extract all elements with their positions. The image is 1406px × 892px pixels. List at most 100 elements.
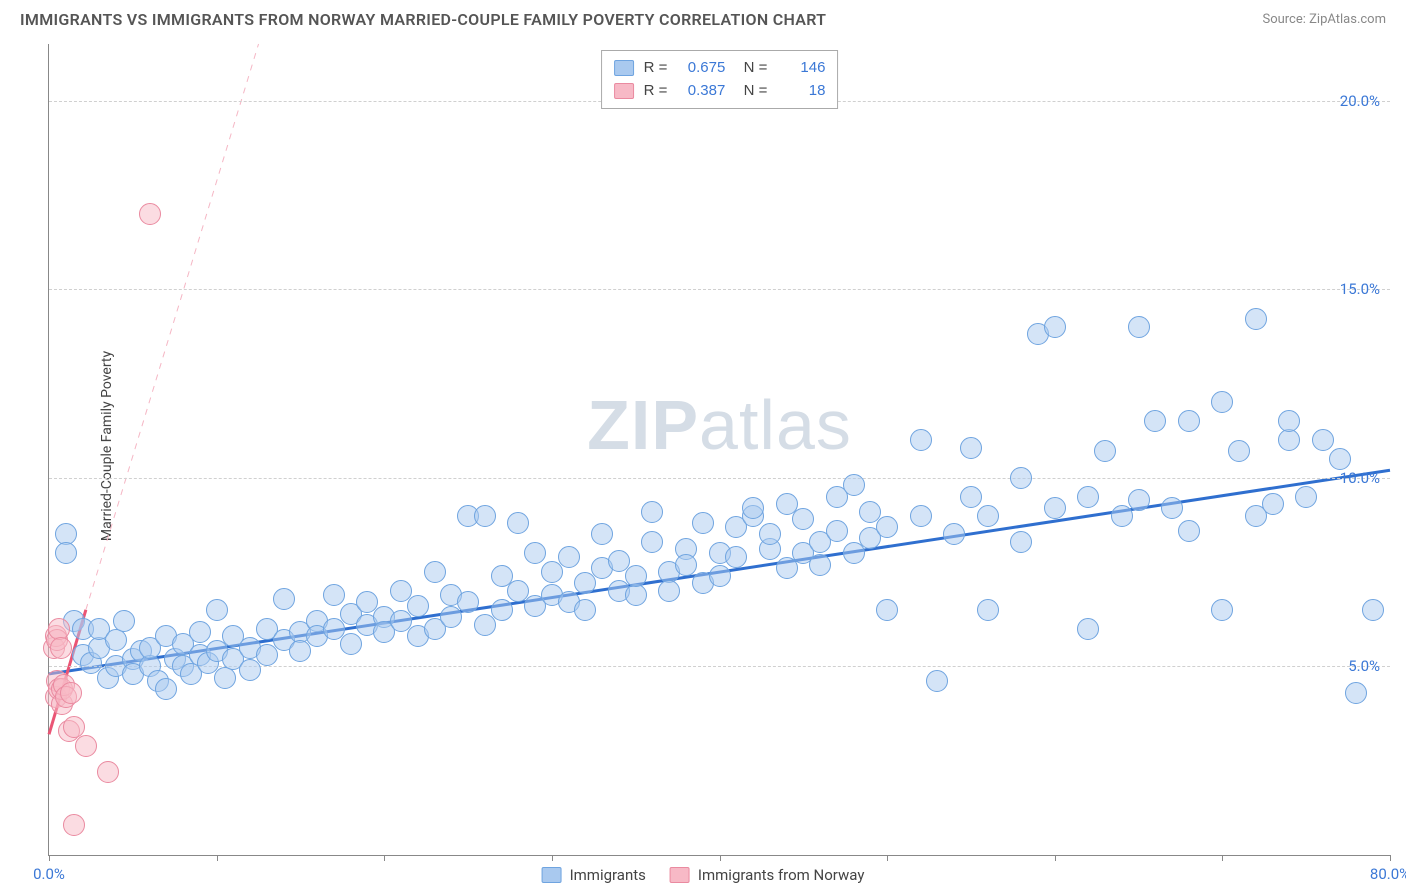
data-point <box>1010 467 1032 489</box>
data-point <box>960 437 982 459</box>
data-point <box>1228 440 1250 462</box>
data-point <box>960 486 982 508</box>
data-point <box>692 512 714 534</box>
chart-header: IMMIGRANTS VS IMMIGRANTS FROM NORWAY MAR… <box>0 0 1406 37</box>
legend-swatch <box>614 83 634 99</box>
data-point <box>641 531 663 553</box>
data-point <box>641 501 663 523</box>
data-point <box>1077 618 1099 640</box>
data-point <box>742 497 764 519</box>
data-point <box>1178 520 1200 542</box>
data-point <box>474 505 496 527</box>
x-tick-label: 80.0% <box>1370 865 1406 883</box>
chart-title: IMMIGRANTS VS IMMIGRANTS FROM NORWAY MAR… <box>20 10 826 29</box>
data-point <box>1144 410 1166 432</box>
x-tick-label: 0.0% <box>33 865 65 883</box>
data-point <box>75 735 97 757</box>
data-point <box>709 565 731 587</box>
legend-swatch <box>614 60 634 76</box>
x-tick <box>887 855 888 861</box>
data-point <box>826 520 848 542</box>
data-point <box>524 542 546 564</box>
source-attribution: Source: ZipAtlas.com <box>1262 12 1386 27</box>
gridline <box>49 289 1390 290</box>
data-point <box>206 599 228 621</box>
data-point <box>55 542 77 564</box>
data-point <box>574 599 596 621</box>
data-point <box>60 682 82 704</box>
data-point <box>1329 448 1351 470</box>
legend-swatch <box>670 867 690 883</box>
legend-n-label: N = <box>735 80 767 103</box>
data-point <box>1178 410 1200 432</box>
y-tick-label: 5.0% <box>1348 657 1380 675</box>
data-point <box>1128 489 1150 511</box>
scatter-plot-area: ZIPatlas R = 0.675 N = 146 R = 0.387 N = 18 5… <box>48 44 1390 856</box>
data-point <box>1362 599 1384 621</box>
data-point <box>105 629 127 651</box>
data-point <box>63 814 85 836</box>
data-point <box>1295 486 1317 508</box>
data-point <box>1312 429 1334 451</box>
data-point <box>943 523 965 545</box>
x-tick <box>720 855 721 861</box>
data-point <box>1044 497 1066 519</box>
data-point <box>1211 599 1233 621</box>
legend-label: Immigrants <box>570 866 646 884</box>
legend-row: R = 0.387 N = 18 <box>614 80 826 103</box>
y-tick-label: 10.0% <box>1340 469 1380 487</box>
data-point <box>977 599 999 621</box>
legend-r-value: 0.675 <box>677 57 725 80</box>
data-point <box>1161 497 1183 519</box>
data-point <box>1211 391 1233 413</box>
series-legend: Immigrants Immigrants from Norway <box>542 866 865 884</box>
data-point <box>214 667 236 689</box>
data-point <box>1245 308 1267 330</box>
data-point <box>558 546 580 568</box>
data-point <box>1262 493 1284 515</box>
legend-r-label: R = <box>644 80 668 103</box>
legend-n-value: 18 <box>777 80 825 103</box>
data-point <box>1044 316 1066 338</box>
watermark: ZIPatlas <box>587 385 852 465</box>
trend-lines-layer <box>49 44 1390 855</box>
data-point <box>507 512 529 534</box>
legend-n-label: N = <box>735 57 767 80</box>
data-point <box>675 554 697 576</box>
x-tick <box>384 855 385 861</box>
data-point <box>189 621 211 643</box>
gridline <box>49 478 1390 479</box>
data-point <box>625 584 647 606</box>
data-point <box>139 203 161 225</box>
data-point <box>1128 316 1150 338</box>
data-point <box>843 474 865 496</box>
data-point <box>591 523 613 545</box>
x-tick <box>1222 855 1223 861</box>
data-point <box>340 633 362 655</box>
data-point <box>1077 486 1099 508</box>
data-point <box>1278 429 1300 451</box>
correlation-legend: R = 0.675 N = 146 R = 0.387 N = 18 <box>601 50 839 109</box>
data-point <box>809 554 831 576</box>
data-point <box>910 429 932 451</box>
data-point <box>876 516 898 538</box>
data-point <box>155 678 177 700</box>
legend-r-value: 0.387 <box>677 80 725 103</box>
data-point <box>1094 440 1116 462</box>
legend-r-label: R = <box>644 57 668 80</box>
x-tick <box>217 855 218 861</box>
data-point <box>491 599 513 621</box>
data-point <box>926 670 948 692</box>
data-point <box>625 565 647 587</box>
legend-n-value: 146 <box>777 57 825 80</box>
data-point <box>1010 531 1032 553</box>
trend-line <box>86 44 259 610</box>
x-tick <box>552 855 553 861</box>
data-point <box>273 588 295 610</box>
y-tick-label: 20.0% <box>1340 92 1380 110</box>
legend-row: R = 0.675 N = 146 <box>614 57 826 80</box>
data-point <box>658 580 680 602</box>
legend-label: Immigrants from Norway <box>698 866 865 884</box>
data-point <box>97 761 119 783</box>
data-point <box>407 595 429 617</box>
